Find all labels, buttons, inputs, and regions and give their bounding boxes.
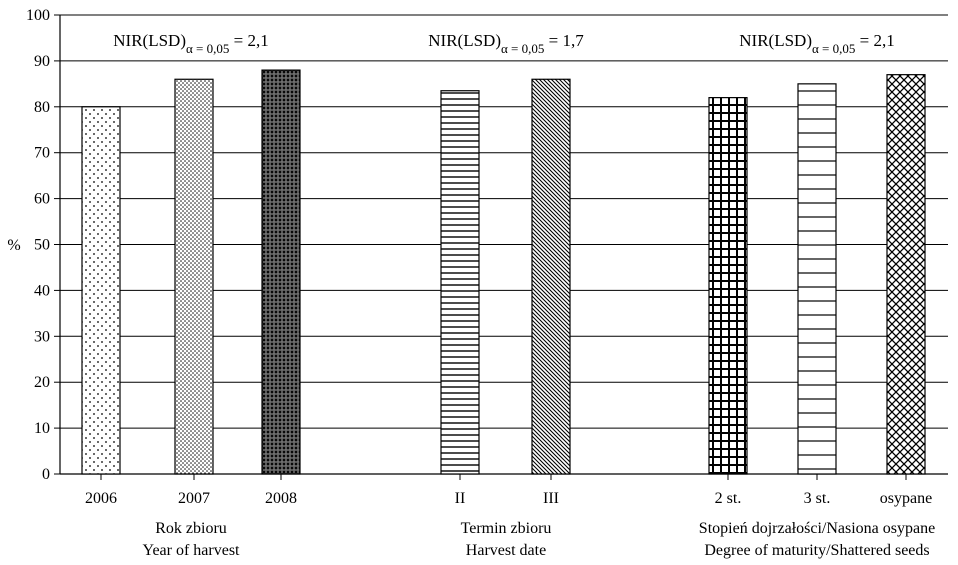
bar-2008 <box>261 69 301 475</box>
lsd-annotation: NIR(LSD)α = 0,05 = 2,1 <box>739 31 894 56</box>
bar-2006 <box>81 106 121 475</box>
group-label-pl: Termin zbioru <box>461 520 552 537</box>
y-tick-label: 50 <box>34 237 50 254</box>
lsd-annotation: NIR(LSD)α = 0,05 = 1,7 <box>428 31 584 56</box>
category-label: 3 st. <box>804 490 831 507</box>
bar-3-st- <box>797 83 837 475</box>
y-tick-label: 80 <box>34 99 50 116</box>
bar-osypane <box>886 74 926 475</box>
bar-2-st- <box>708 97 748 475</box>
group-label-pl: Stopień dojrzałości/Nasiona osypane <box>699 520 935 537</box>
bar-2007 <box>174 78 214 475</box>
y-tick-label: 20 <box>34 374 50 391</box>
y-tick-label: 100 <box>26 7 50 24</box>
y-tick-label: 0 <box>42 466 50 483</box>
y-tick-label: 30 <box>34 328 50 345</box>
y-tick-label: 60 <box>34 191 50 208</box>
y-tick-label: 70 <box>34 145 50 162</box>
category-label: 2006 <box>85 490 117 507</box>
category-label: II <box>455 490 466 507</box>
lsd-annotation: NIR(LSD)α = 0,05 = 2,1 <box>113 31 268 56</box>
y-axis-label: % <box>7 237 20 254</box>
y-tick-label: 10 <box>34 420 50 437</box>
y-tick-label: 40 <box>34 282 50 299</box>
category-label: 2008 <box>265 490 297 507</box>
group-label-en: Harvest date <box>466 542 546 559</box>
y-tick-label: 90 <box>34 53 50 70</box>
bar-iii <box>531 78 571 475</box>
category-label: III <box>543 490 559 507</box>
category-label: osypane <box>880 490 932 507</box>
category-label: 2007 <box>178 490 210 507</box>
category-label: 2 st. <box>715 490 742 507</box>
bar-ii <box>440 90 480 475</box>
bars <box>81 69 926 475</box>
group-label-en: Year of harvest <box>142 542 240 559</box>
group-label-pl: Rok zbioru <box>155 520 227 537</box>
group-label-en: Degree of maturity/Shattered seeds <box>704 542 929 559</box>
labels: 0 10 20 30 40 50 60 70 80 90 100% 2006 2007 2008 Rok z… <box>7 7 935 559</box>
